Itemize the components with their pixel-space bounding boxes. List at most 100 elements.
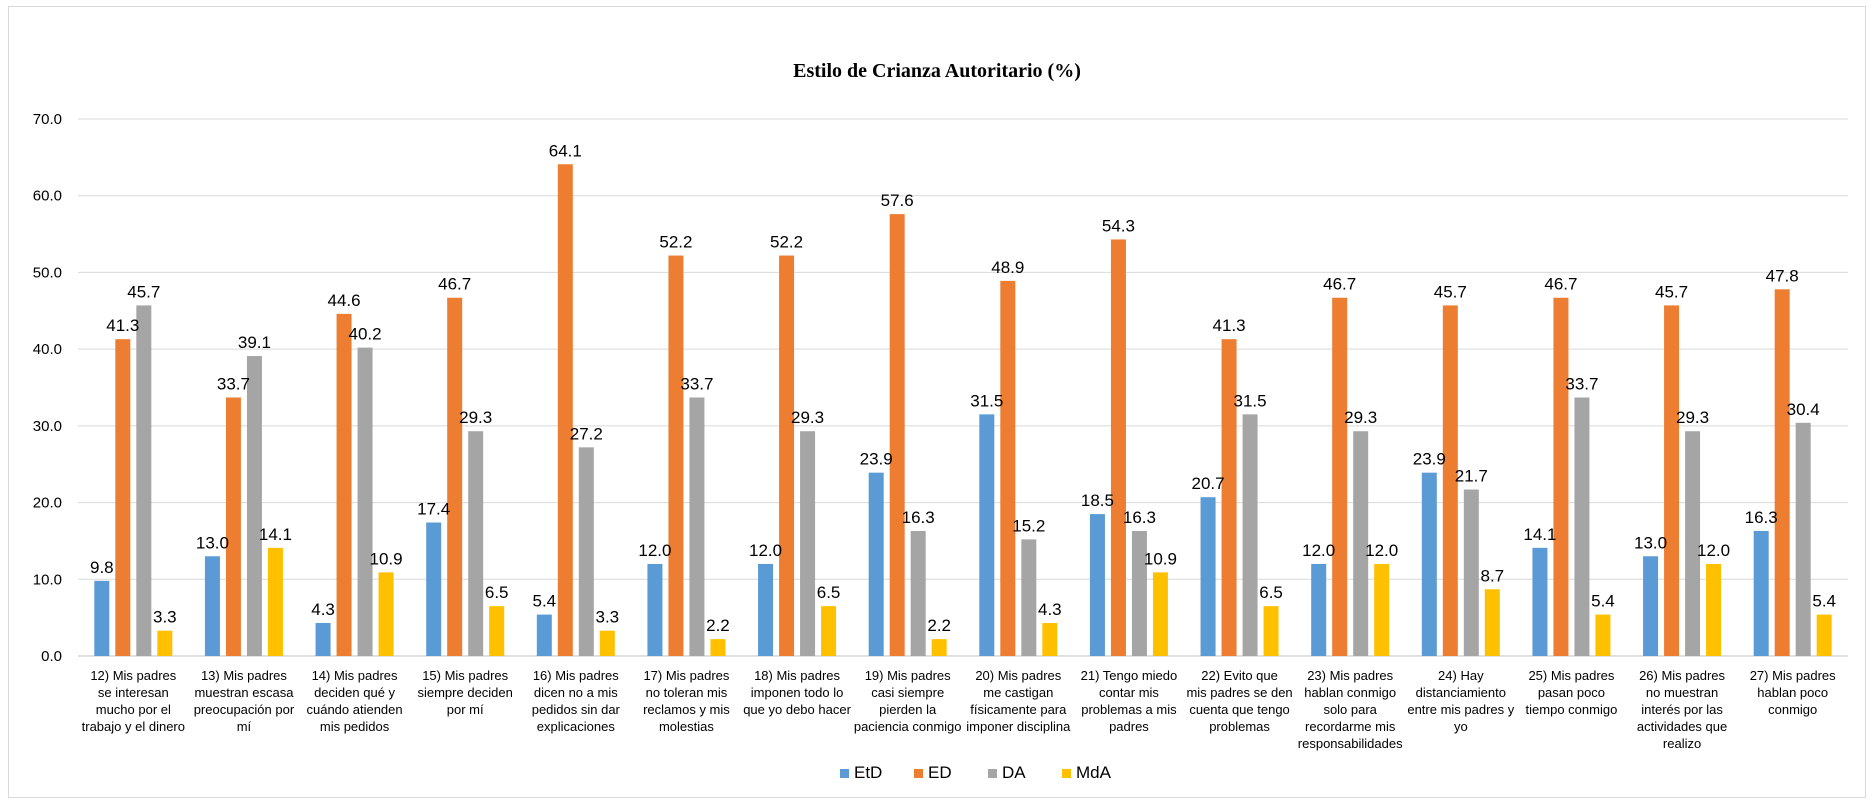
data-label-ED: 45.7 <box>1434 282 1467 301</box>
bar-ED <box>557 164 573 657</box>
legend-swatch-MdA <box>1062 769 1071 778</box>
x-category-label-line: me castigan <box>983 685 1053 700</box>
bar-DA <box>468 431 484 656</box>
data-label-ED: 46.7 <box>438 275 471 294</box>
data-label-ED: 41.3 <box>106 316 139 335</box>
x-category-label-line: casi siempre <box>871 685 944 700</box>
y-tick-label: 10.0 <box>33 571 62 588</box>
x-category-label: 24) Hay distanciamiento entre mis padres y… <box>1407 668 1514 734</box>
bar-DA <box>136 305 152 656</box>
data-label-DA: 39.1 <box>238 333 271 352</box>
x-category-label-line: que yo debo hacer <box>743 702 851 717</box>
bar-MdA <box>1484 589 1500 656</box>
x-category-label-line: cuándo atienden <box>306 702 402 717</box>
data-label-ED: 52.2 <box>659 233 692 252</box>
value-labels: 9.8 13.0 4.3 17.4 5.4 12.0 12.0 23.9 31.5 18.5 20.… <box>90 141 1836 635</box>
bar-MdA <box>157 630 173 656</box>
x-category-label: 18) Mis padres imponen todo lo que yo debo… <box>743 668 851 717</box>
bar-EtD <box>979 414 995 656</box>
legend-swatch-DA <box>988 769 997 778</box>
data-label-DA: 40.2 <box>349 325 382 344</box>
data-label-EtD: 12.0 <box>638 541 671 560</box>
x-category-label: 12) Mis padres se interesan mucho por el tr… <box>82 668 185 734</box>
bar-EtD <box>1311 563 1327 656</box>
x-category-label-line: mí <box>237 719 252 734</box>
x-category-label-line: actividades que <box>1637 719 1727 734</box>
bar-ED <box>889 214 905 656</box>
x-category-label-line: 24) Hay <box>1438 668 1484 683</box>
bar-DA <box>1242 414 1258 656</box>
x-category-label: 16) Mis padres dicen no a mis pedidos sin … <box>532 668 621 734</box>
x-category-label-line: responsabilidades <box>1298 736 1403 751</box>
y-tick-label: 40.0 <box>33 341 62 358</box>
data-label-MdA: 14.1 <box>259 525 292 544</box>
data-label-MdA: 6.5 <box>817 583 841 602</box>
bar-MdA <box>1816 614 1832 656</box>
data-label-DA: 45.7 <box>127 282 160 301</box>
bar-EtD <box>94 580 110 656</box>
x-category-label-line: no muestran <box>1646 685 1718 700</box>
x-axis: 12) Mis padres se interesan mucho por el tr… <box>82 668 1837 751</box>
data-label-EtD: 12.0 <box>749 541 782 560</box>
x-category-label-line: trabajo y el dinero <box>82 719 185 734</box>
bar-DA <box>1795 422 1811 656</box>
data-label-MdA: 12.0 <box>1697 541 1730 560</box>
y-tick-label: 0.0 <box>41 648 62 665</box>
data-label-MdA: 5.4 <box>1812 592 1836 611</box>
x-category-label-line: reclamos y mis <box>643 702 730 717</box>
x-category-label-line: paciencia conmigo <box>854 719 962 734</box>
x-category-label-line: 22) Evito que <box>1201 668 1278 683</box>
bar-ED <box>1553 297 1569 656</box>
data-label-ED: 46.7 <box>1544 275 1577 294</box>
bar-ED <box>447 297 463 656</box>
bar-MdA <box>1706 563 1722 656</box>
data-label-MdA: 10.9 <box>370 549 403 568</box>
data-label-MdA: 6.5 <box>485 583 509 602</box>
data-label-MdA: 2.2 <box>927 616 951 635</box>
bar-ED <box>1442 305 1458 656</box>
x-category-label: 15) Mis padres siempre deciden por mí <box>417 668 512 717</box>
legend-label-MdA: MdA <box>1076 763 1112 782</box>
bar-ED <box>779 255 795 656</box>
x-category-label-line: 27) Mis padres <box>1750 668 1836 683</box>
x-category-label-line: mis padres se den <box>1186 685 1292 700</box>
bar-ED <box>115 339 131 656</box>
x-category-label-line: 15) Mis padres <box>422 668 508 683</box>
x-category-label-line: realizo <box>1663 736 1701 751</box>
x-category-label-line: pasan poco <box>1538 685 1605 700</box>
bar-EtD <box>426 522 442 656</box>
x-category-label-line: por mí <box>447 702 484 717</box>
data-label-MdA: 5.4 <box>1591 592 1615 611</box>
x-category-label-line: mis pedidos <box>320 719 390 734</box>
bar-MdA <box>1042 623 1058 656</box>
data-label-ED: 47.8 <box>1766 266 1799 285</box>
bar-MdA <box>931 639 947 656</box>
bar-ED <box>668 255 684 656</box>
data-label-ED: 41.3 <box>1213 316 1246 335</box>
legend: EtD ED DA MdA <box>840 763 1112 782</box>
data-label-MdA: 2.2 <box>706 616 730 635</box>
data-label-DA: 29.3 <box>1676 408 1709 427</box>
bar-EtD <box>536 614 552 656</box>
bar-MdA <box>599 630 615 656</box>
x-category-label-line: mucho por el <box>96 702 171 717</box>
x-category-label-line: problemas a mis <box>1081 702 1177 717</box>
x-category-label-line: entre mis padres y <box>1407 702 1514 717</box>
bar-EtD <box>647 563 663 656</box>
x-category-label-line: explicaciones <box>537 719 616 734</box>
bar-EtD <box>315 623 331 656</box>
x-category-label: 27) Mis padres hablan poco conmigo <box>1750 668 1836 717</box>
gridlines <box>78 118 1848 657</box>
data-label-DA: 27.2 <box>570 424 603 443</box>
x-category-label: 19) Mis padres casi siempre pierden la paci… <box>854 668 962 734</box>
y-tick-label: 70.0 <box>33 111 62 128</box>
x-category-label-line: deciden qué y <box>314 685 395 700</box>
bar-MdA <box>1152 572 1168 656</box>
y-tick-label: 60.0 <box>33 188 62 205</box>
data-label-DA: 30.4 <box>1787 400 1820 419</box>
x-category-label-line: 12) Mis padres <box>90 668 176 683</box>
chart-frame <box>8 6 1866 798</box>
legend-swatch-ED <box>914 769 923 778</box>
bar-MdA <box>1595 614 1611 656</box>
data-label-EtD: 5.4 <box>532 592 556 611</box>
